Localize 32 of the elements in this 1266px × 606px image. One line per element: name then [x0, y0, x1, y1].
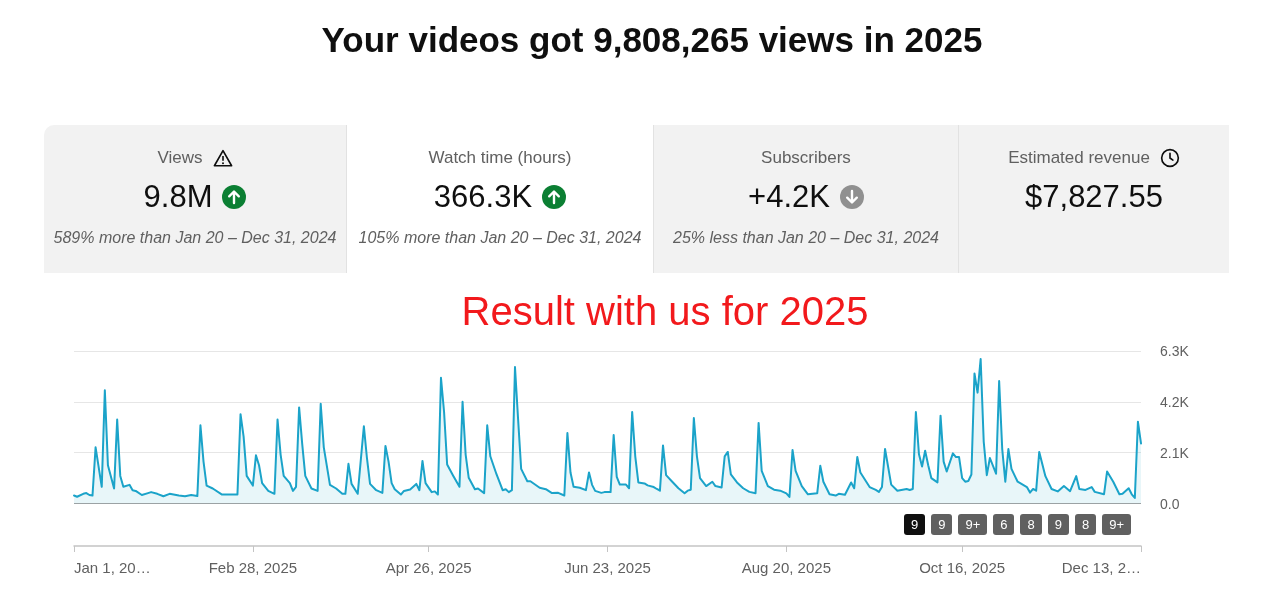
text: $7,827.55	[1025, 179, 1163, 214]
text: 366.3K	[433, 179, 533, 214]
x-tick-label: Dec 13, 2…	[1061, 559, 1141, 576]
y-tick-label: 2.1K	[1160, 444, 1190, 461]
text: 9	[931, 514, 953, 535]
x-tick-label: Oct 16, 2025	[919, 559, 1006, 576]
x-tick-label: Aug 20, 2025	[741, 559, 831, 576]
text: 6	[993, 514, 1015, 535]
text: 9	[1047, 514, 1069, 535]
text: +4.2K	[748, 179, 830, 214]
y-tick-label: 6.3K	[1160, 343, 1190, 359]
x-tick-label: Apr 26, 2025	[385, 559, 472, 576]
text: 8	[1020, 514, 1042, 535]
x-tick-label: Jun 23, 2025	[564, 559, 651, 576]
text: 105% more than Jan 20 – Dec 31, 2024	[358, 229, 642, 247]
y-tick-label: 0.0	[1160, 495, 1180, 512]
category-label: Estimated revenue	[1008, 148, 1150, 168]
text: 589% more than Jan 20 – Dec 31, 2024	[53, 229, 337, 247]
y-tick-label: 4.2K	[1160, 393, 1190, 410]
text: 25% less than Jan 20 – Dec 31, 2024	[673, 229, 939, 247]
text: 8	[1074, 514, 1097, 535]
category-label: Views	[157, 148, 203, 168]
category-label: Subscribers	[761, 148, 851, 168]
text: 9	[903, 514, 926, 535]
text: 9+	[958, 514, 988, 535]
chart-title: Result with us for 2025	[461, 289, 869, 333]
text: 9+	[1102, 514, 1131, 535]
x-tick-label: Feb 28, 2025	[208, 559, 298, 576]
text: 9.8M	[143, 179, 213, 214]
category-label: Watch time (hours)	[428, 148, 572, 168]
text: Your videos got 9,808,265 views in 2025	[321, 19, 983, 61]
x-tick-label: Jan 1, 20…	[74, 559, 151, 576]
